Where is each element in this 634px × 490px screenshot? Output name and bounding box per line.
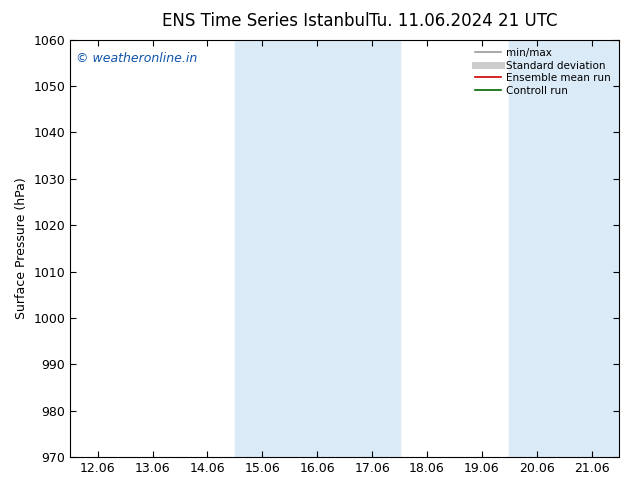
Text: © weatheronline.in: © weatheronline.in: [76, 52, 197, 65]
Legend: min/max, Standard deviation, Ensemble mean run, Controll run: min/max, Standard deviation, Ensemble me…: [472, 45, 614, 99]
Text: ENS Time Series Istanbul: ENS Time Series Istanbul: [162, 12, 370, 30]
Bar: [235, 40, 399, 457]
Text: Tu. 11.06.2024 21 UTC: Tu. 11.06.2024 21 UTC: [368, 12, 557, 30]
Y-axis label: Surface Pressure (hPa): Surface Pressure (hPa): [15, 177, 28, 319]
Bar: [509, 40, 619, 457]
